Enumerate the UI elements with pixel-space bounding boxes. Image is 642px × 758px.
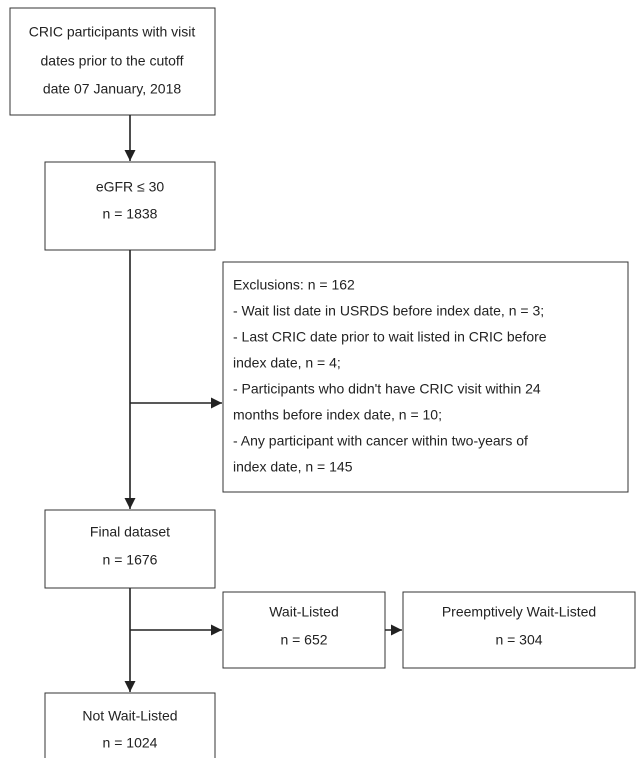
node-text: months before index date, n = 10;: [233, 407, 442, 423]
node-text: Preemptively Wait-Listed: [442, 604, 596, 620]
box-preemptive: [402, 591, 636, 669]
node-text: - Participants who didn't have CRIC visi…: [233, 381, 541, 397]
node-text: n = 1838: [103, 206, 158, 222]
connectors: [124, 115, 402, 692]
node-text: n = 304: [495, 632, 542, 648]
node-text: n = 1024: [103, 735, 158, 751]
node-text: date 07 January, 2018: [43, 81, 182, 97]
node-text: eGFR ≤ 30: [96, 179, 165, 195]
node-text: index date, n = 4;: [233, 355, 341, 371]
node-text: - Any participant with cancer within two…: [233, 433, 528, 449]
box-cohort: [9, 7, 216, 116]
node-text: n = 652: [280, 632, 327, 648]
node-text: - Last CRIC date prior to wait listed in…: [233, 329, 547, 345]
node-text: Wait-Listed: [269, 604, 339, 620]
node-text: Exclusions: n = 162: [233, 277, 355, 293]
node-text: index date, n = 145: [233, 459, 353, 475]
node-text: - Wait list date in USRDS before index d…: [233, 303, 544, 319]
node-text: Final dataset: [90, 524, 170, 540]
node-text: n = 1676: [103, 552, 158, 568]
node-text: Not Wait-Listed: [82, 708, 177, 724]
node-text: dates prior to the cutoff: [41, 53, 184, 69]
labels: CRIC participants with visit dates prior…: [29, 24, 596, 751]
node-text: CRIC participants with visit: [29, 24, 196, 40]
box-exclusions: [222, 261, 629, 493]
box-not-wait-listed: [44, 692, 216, 758]
box-final: [44, 509, 216, 589]
